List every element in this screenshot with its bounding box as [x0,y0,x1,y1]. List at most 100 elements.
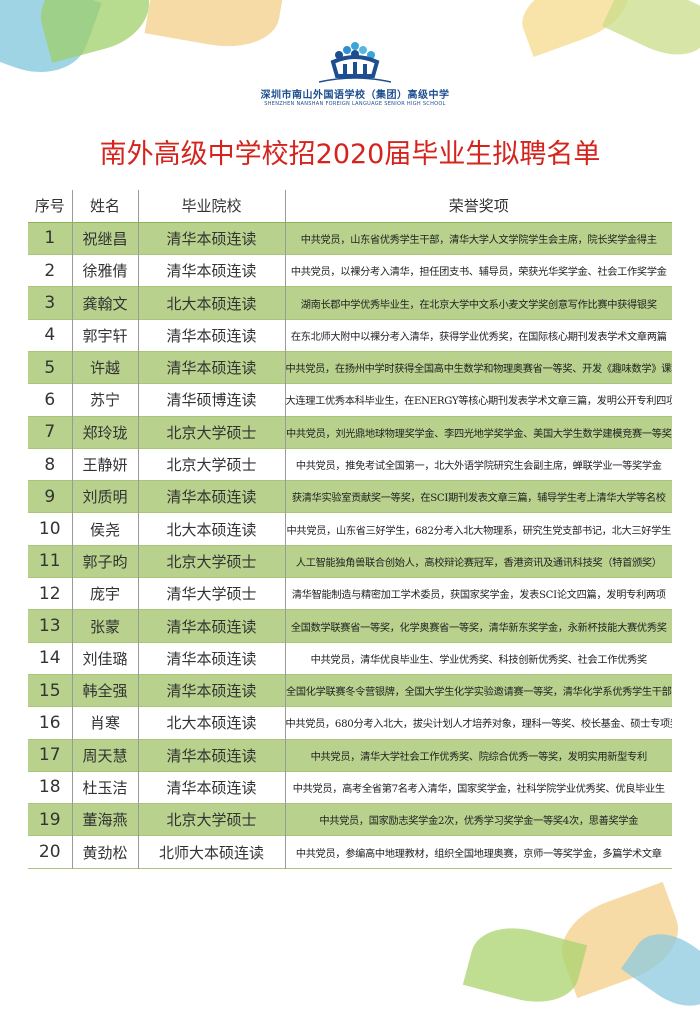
cell-school: 北大本硕连读 [138,706,286,740]
cell-name: 王静妍 [72,448,139,481]
table-row: 5 许越 清华本硕连读 中共党员，在扬州中学时获得全国高中生数学和物理奥赛省一等奖、开… [28,351,672,384]
cell-no: 10 [28,512,73,546]
cell-no: 9 [28,480,73,513]
cell-no: 8 [28,448,73,481]
table-row: 13 张蒙 清华本硕连读 全国数学联赛省一等奖，化学奥赛省一等奖，清华新东奖学金，永新… [28,609,672,643]
page-title: 南外高级中学校招2020届毕业生拟聘名单 [99,139,601,170]
decorative-leaf [602,0,700,69]
header-no: 序号 [28,190,73,223]
cell-school: 清华本硕连读 [138,319,286,352]
table-row: 4 郭宇轩 清华本硕连读 在东北师大附中以裸分考入清华，获得学业优秀奖，在国际核心期刊… [28,319,672,352]
table-row: 9 刘质明 清华本硕连读 获清华实验室贡献奖一等奖，在SCI期刊发表文章三篇，辅导学生… [28,480,672,513]
cell-school: 清华本硕连读 [138,480,286,513]
cell-honors: 中共党员，高考全省第7名考入清华，国家奖学金，社科学院学业优秀奖、优良毕业生 [285,771,672,804]
cell-no: 5 [28,351,73,384]
table-row: 16 肖寒 北大本硕连读 中共党员，680分考入北大，拔尖计划人才培养对象，理科一等奖… [28,706,672,740]
cell-name: 龚翰文 [72,286,139,320]
cell-school: 北京大学硕士 [138,545,286,578]
decorative-leaf [31,0,159,63]
table-row: 20 黄劲松 北师大本硕连读 中共党员，参编高中地理教材，组织全国地理奥赛，京师一等奖… [28,835,672,869]
table-row: 1 祝继昌 清华本硕连读 中共党员，山东省优秀学生干部，清华大学人文学院学生会主席，院… [28,222,672,255]
cell-honors: 中共党员，以裸分考入清华，担任团支书、辅导员，荣获光华奖学金、社会工作奖学金 [285,254,672,287]
cell-honors: 中共党员，680分考入北大，拔尖计划人才培养对象，理科一等奖、校长基金、硕士专项… [285,706,672,740]
cell-name: 侯尧 [72,512,139,546]
cell-school: 清华本硕连读 [138,642,286,675]
cell-name: 周天慧 [72,739,139,772]
table-row: 3 龚翰文 北大本硕连读 湖南长郡中学优秀毕业生，在北京大学中文系小麦文学奖创意写作比… [28,286,672,320]
cell-honors: 全国化学联赛冬令营银牌，全国大学生化学实验邀请赛一等奖，清华化学系优秀学生干部 [285,674,672,707]
cell-name: 肖寒 [72,706,139,740]
cell-no: 4 [28,319,73,352]
cell-name: 韩全强 [72,674,139,707]
table-row: 2 徐雅倩 清华本硕连读 中共党员，以裸分考入清华，担任团支书、辅导员，荣获光华奖学金… [28,254,672,287]
cell-no: 3 [28,286,73,320]
cell-name: 许越 [72,351,139,384]
cell-honors: 中共党员，在扬州中学时获得全国高中生数学和物理奥赛省一等奖、开发《趣味数学》课程 [285,351,672,384]
table-row: 6 苏宁 清华硕博连读 大连理工优秀本科毕业生，在ENERGY等核心期刊发表学术文章三… [28,383,672,417]
table-header: 序号 姓名 毕业院校 荣誉奖项 [28,190,672,223]
cell-honors: 中共党员，山东省三好学生，682分考入北大物理系，研究生党支部书记，北大三好学生 [285,512,672,546]
cell-name: 徐雅倩 [72,254,139,287]
cell-no: 13 [28,609,73,643]
cell-honors: 中共党员，山东省优秀学生干部，清华大学人文学院学生会主席，院长奖学金得主 [285,222,672,255]
table-row: 12 庞宇 清华大学硕士 清华智能制造与精密加工学术委员，获国家奖学金，发表SCI论文… [28,577,672,610]
school-name-cn: 深圳市南山外国语学校（集团）高级中学 [260,90,450,101]
cell-honors: 中共党员，国家励志奖学金2次，优秀学习奖学金一等奖4次，思善奖学金 [285,803,672,836]
cell-honors: 大连理工优秀本科毕业生，在ENERGY等核心期刊发表学术文章三篇，发明公开专利四… [285,383,672,417]
table-row: 11 郭子昀 北京大学硕士 人工智能独角兽联合创始人，高校辩论赛冠军，香港资讯及通讯科… [28,545,672,578]
cell-name: 刘质明 [72,480,139,513]
table-row: 19 董海燕 北京大学硕士 中共党员，国家励志奖学金2次，优秀学习奖学金一等奖4次，思… [28,803,672,836]
cell-no: 7 [28,416,73,449]
cell-school: 北京大学硕士 [138,416,286,449]
cell-no: 1 [28,222,73,255]
cell-name: 张蒙 [72,609,139,643]
table-row: 10 侯尧 北大本硕连读 中共党员，山东省三好学生，682分考入北大物理系，研究生党支… [28,512,672,546]
cell-no: 14 [28,642,73,675]
cell-school: 清华本硕连读 [138,351,286,384]
cell-name: 黄劲松 [72,835,139,869]
cell-school: 北师大本硕连读 [138,835,286,869]
cell-school: 清华大学硕士 [138,577,286,610]
cell-honors: 中共党员，参编高中地理教材，组织全国地理奥赛，京师一等奖学金，多篇学术文章 [285,835,672,869]
cell-honors: 人工智能独角兽联合创始人，高校辩论赛冠军，香港资讯及通讯科技奖（特首颁奖） [285,545,672,578]
cell-name: 郭宇轩 [72,319,139,352]
table-row: 14 刘佳璐 清华本硕连读 中共党员，清华优良毕业生、学业优秀奖、科技创新优秀奖、社会… [28,642,672,675]
cell-school: 清华本硕连读 [138,254,286,287]
cell-name: 苏宁 [72,383,139,417]
cell-school: 清华本硕连读 [138,222,286,255]
cell-school: 北大本硕连读 [138,286,286,320]
cell-honors: 中共党员，清华优良毕业生、学业优秀奖、科技创新优秀奖、社会工作优秀奖 [285,642,672,675]
cell-name: 郭子昀 [72,545,139,578]
table-row: 17 周天慧 清华本硕连读 中共党员，清华大学社会工作优秀奖、院综合优秀一等奖，发明实… [28,739,672,772]
header-school: 毕业院校 [138,190,286,223]
cell-school: 清华硕博连读 [138,383,286,417]
cell-school: 清华本硕连读 [138,609,286,643]
cell-no: 15 [28,674,73,707]
cell-name: 祝继昌 [72,222,139,255]
table-row: 15 韩全强 清华本硕连读 全国化学联赛冬令营银牌，全国大学生化学实验邀请赛一等奖，清… [28,674,672,707]
cell-name: 董海燕 [72,803,139,836]
cell-honors: 在东北师大附中以裸分考入清华，获得学业优秀奖，在国际核心期刊发表学术文章两篇 [285,319,672,352]
cell-honors: 湖南长郡中学优秀毕业生，在北京大学中文系小麦文学奖创意写作比赛中获得银奖 [285,286,672,320]
school-logo: 深圳市南山外国语学校（集团）高级中学 SHENZHEN NANSHAN FORE… [230,38,480,108]
cell-school: 北京大学硕士 [138,448,286,481]
table-row: 7 郑玲珑 北京大学硕士 中共党员，刘光鼎地球物理奖学金、李四光地学奖学金、美国大学生… [28,416,672,449]
cell-school: 清华本硕连读 [138,771,286,804]
cell-name: 刘佳璐 [72,642,139,675]
cell-school: 清华本硕连读 [138,739,286,772]
cell-honors: 清华智能制造与精密加工学术委员，获国家奖学金，发表SCI论文四篇，发明专利两项 [285,577,672,610]
school-emblem-icon [318,42,392,83]
cell-honors: 获清华实验室贡献奖一等奖，在SCI期刊发表文章三篇，辅导学生考上清华大学等名校 [285,480,672,513]
header-name: 姓名 [72,190,139,223]
cell-no: 12 [28,577,73,610]
cell-honors: 中共党员，刘光鼎地球物理奖学金、李四光地学奖学金、美国大学生数学建模竞赛一等奖 [285,416,672,449]
cell-honors: 中共党员，推免考试全国第一，北大外语学院研究生会副主席，蝉联学业一等奖学金 [285,448,672,481]
table-row: 18 杜玉洁 清华本硕连读 中共党员，高考全省第7名考入清华，国家奖学金，社科学院学业… [28,771,672,804]
hiring-list-table: 序号 姓名 毕业院校 荣誉奖项 1 祝继昌 清华本硕连读 中共党员，山东省优秀学生干部… [28,190,672,869]
cell-school: 清华本硕连读 [138,674,286,707]
cell-name: 杜玉洁 [72,771,139,804]
cell-name: 庞宇 [72,577,139,610]
cell-no: 6 [28,383,73,417]
cell-no: 20 [28,835,73,869]
cell-honors: 中共党员，清华大学社会工作优秀奖、院综合优秀一等奖，发明实用新型专利 [285,739,672,772]
